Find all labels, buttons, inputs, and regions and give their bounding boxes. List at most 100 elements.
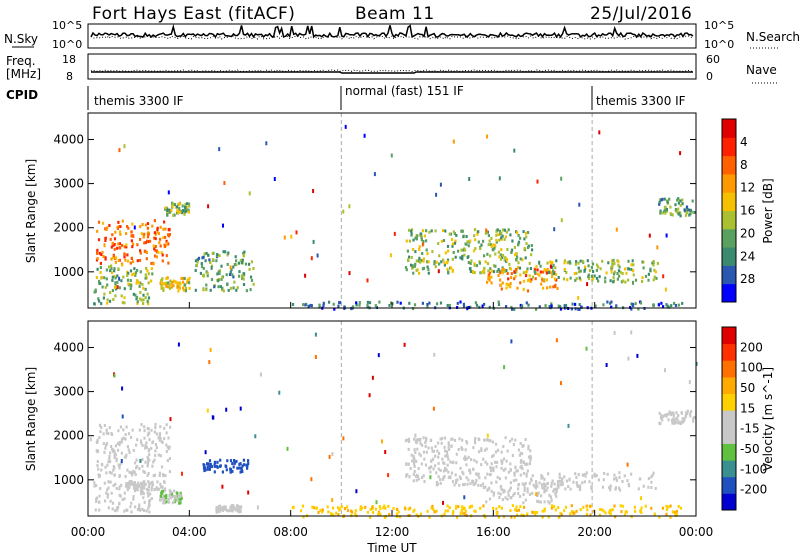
heatmap-cell bbox=[482, 504, 485, 508]
heatmap-cell bbox=[165, 449, 168, 453]
heatmap-cell bbox=[153, 473, 157, 477]
heatmap-cell bbox=[529, 458, 532, 462]
heatmap-cell bbox=[111, 233, 114, 237]
heatmap-cell bbox=[110, 445, 113, 448]
heatmap-cell bbox=[184, 209, 187, 213]
heatmap-cell bbox=[661, 415, 664, 419]
heatmap-cell bbox=[673, 301, 676, 305]
heatmap-cell bbox=[147, 272, 150, 276]
heatmap-cell bbox=[500, 450, 503, 454]
heatmap-cell bbox=[451, 244, 454, 248]
y-tick-label: 2000 bbox=[53, 429, 84, 443]
heatmap-cell bbox=[112, 468, 115, 472]
heatmap-cell bbox=[650, 480, 653, 484]
heatmap-cell bbox=[422, 240, 425, 243]
heatmap-cell bbox=[621, 504, 624, 508]
heatmap-cell bbox=[124, 455, 127, 459]
heatmap-cell bbox=[211, 258, 215, 262]
heatmap-cell bbox=[123, 491, 126, 495]
heatmap-cell bbox=[163, 426, 166, 430]
heatmap-cell bbox=[148, 501, 151, 505]
heatmap-cell bbox=[459, 300, 462, 304]
heatmap-cell bbox=[153, 254, 157, 258]
heatmap-cell bbox=[662, 274, 665, 279]
heatmap-cell bbox=[149, 481, 153, 485]
heatmap-cell bbox=[480, 243, 483, 247]
heatmap-cell bbox=[665, 512, 668, 516]
heatmap-cell bbox=[147, 427, 150, 431]
heatmap-cell bbox=[432, 406, 435, 411]
heatmap-cell bbox=[226, 459, 229, 463]
heatmap-cell bbox=[664, 211, 667, 215]
heatmap-cell bbox=[413, 437, 416, 441]
heatmap-cell bbox=[113, 269, 116, 273]
heatmap-cell bbox=[429, 475, 432, 480]
heatmap-cell bbox=[493, 246, 496, 250]
heatmap-cell bbox=[610, 508, 613, 512]
heatmap-cell bbox=[144, 241, 147, 245]
heatmap-cell bbox=[500, 236, 503, 240]
heatmap-cell bbox=[226, 283, 229, 287]
heatmap-cell bbox=[384, 506, 387, 510]
heatmap-cell bbox=[396, 300, 399, 304]
heatmap-cell bbox=[158, 474, 161, 478]
heatmap-cell bbox=[519, 465, 522, 469]
heatmap-cell bbox=[659, 209, 662, 213]
colorbar-swatch bbox=[722, 376, 736, 394]
heatmap-cell bbox=[106, 226, 109, 230]
heatmap-cell bbox=[426, 509, 429, 513]
heatmap-cell bbox=[681, 417, 684, 421]
heatmap-cell bbox=[462, 235, 465, 239]
heatmap-cell bbox=[130, 435, 133, 439]
heatmap-cell bbox=[559, 511, 562, 515]
heatmap-cell bbox=[141, 223, 144, 226]
heatmap-cell bbox=[447, 457, 450, 461]
heatmap-cell bbox=[131, 471, 134, 475]
velocity-panel-frame bbox=[87, 320, 697, 517]
heatmap-cell bbox=[144, 460, 147, 464]
heatmap-cell bbox=[149, 239, 152, 243]
heatmap-cell bbox=[245, 463, 248, 467]
heatmap-cell bbox=[541, 270, 545, 274]
heatmap-cell bbox=[679, 151, 682, 156]
heatmap-cell bbox=[502, 268, 505, 272]
heatmap-cell bbox=[229, 459, 233, 463]
heatmap-cell bbox=[286, 446, 289, 451]
heatmap-cell bbox=[559, 483, 562, 487]
heatmap-cell bbox=[98, 423, 102, 427]
heatmap-cell bbox=[123, 296, 126, 300]
heatmap-cell bbox=[242, 253, 245, 257]
heatmap-cell bbox=[626, 479, 629, 483]
heatmap-cell bbox=[105, 228, 108, 231]
colorbar-tick-label: -50 bbox=[740, 442, 760, 456]
heatmap-cell bbox=[156, 488, 159, 492]
heatmap-cell bbox=[374, 507, 378, 511]
heatmap-cell bbox=[184, 283, 187, 287]
heatmap-cell bbox=[602, 303, 605, 307]
heatmap-cell bbox=[674, 513, 677, 517]
heatmap-cell bbox=[568, 477, 571, 481]
heatmap-cell bbox=[579, 259, 582, 263]
heatmap-cell bbox=[666, 200, 669, 204]
heatmap-cell bbox=[222, 289, 225, 293]
heatmap-cell bbox=[410, 263, 413, 267]
heatmap-cell bbox=[575, 271, 578, 275]
heatmap-cell bbox=[500, 248, 503, 252]
heatmap-cell bbox=[490, 269, 493, 273]
heatmap-cell bbox=[161, 495, 164, 499]
heatmap-cell bbox=[505, 286, 508, 290]
heatmap-cell bbox=[147, 472, 150, 475]
heatmap-cell bbox=[114, 260, 117, 264]
heatmap-cell bbox=[595, 276, 599, 280]
heatmap-cell bbox=[113, 373, 116, 378]
heatmap-cell bbox=[450, 471, 454, 475]
heatmap-cell bbox=[502, 228, 505, 232]
heatmap-cell bbox=[624, 280, 627, 284]
heatmap-cell bbox=[634, 278, 638, 282]
heatmap-cell bbox=[116, 442, 120, 445]
heatmap-cell bbox=[614, 515, 617, 519]
heatmap-cell bbox=[144, 250, 147, 254]
heatmap-cell bbox=[173, 489, 176, 493]
heatmap-cell bbox=[689, 414, 692, 418]
heatmap-cell bbox=[145, 487, 149, 491]
